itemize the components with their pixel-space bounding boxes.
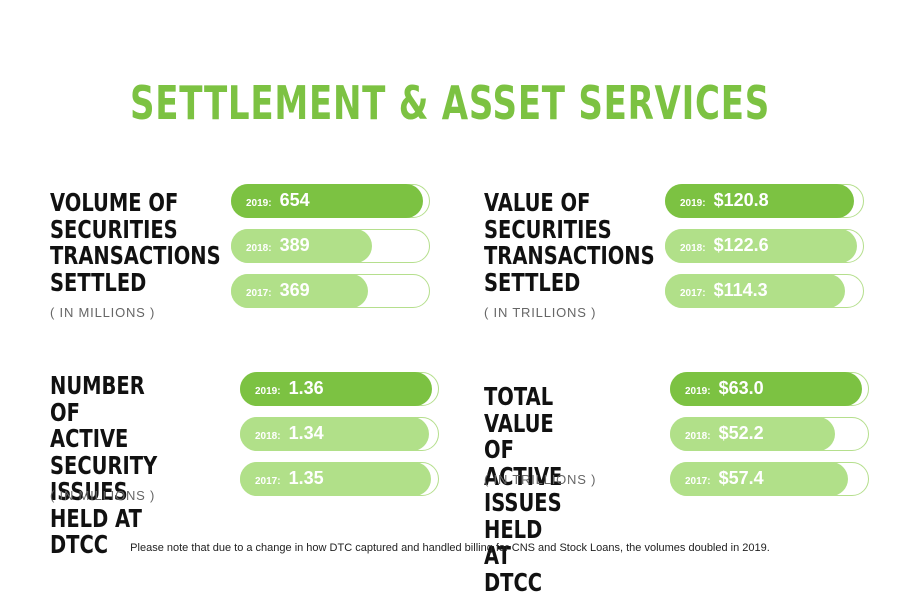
- bar-track: 2017: 1.35: [239, 461, 439, 496]
- bar-value: 1.34: [288, 423, 324, 443]
- panel-unit: ( IN TRILLIONS ): [484, 472, 597, 487]
- bar-label: 2018: 1.34: [255, 418, 324, 449]
- bar-label: 2018: $122.6: [680, 230, 769, 261]
- bar-track: 2018: $52.2: [669, 416, 869, 451]
- bar-2018: [664, 228, 857, 263]
- panel-unit: ( IN MILLIONS ): [50, 305, 156, 320]
- bar-label: 2019: $120.8: [680, 185, 769, 216]
- bar-2017: [664, 273, 845, 308]
- bar-2019: [239, 371, 432, 406]
- bar-track: 2017: 369: [230, 273, 430, 308]
- bar-value: 369: [279, 280, 310, 300]
- bar-track: 2018: 389: [230, 228, 430, 263]
- bar-value: 1.35: [288, 468, 324, 488]
- panel-unit: ( IN TRILLIONS ): [484, 305, 597, 320]
- bar-track: 2019: $120.8: [664, 183, 864, 218]
- bar-value: 1.36: [288, 378, 324, 398]
- bar-value: 654: [279, 190, 310, 210]
- bar-value: $114.3: [713, 280, 768, 300]
- bar-year: 2018:: [246, 243, 272, 254]
- bar-year: 2017:: [246, 288, 272, 299]
- bar-year: 2017:: [685, 476, 711, 487]
- bar-track: 2019: $63.0: [669, 371, 869, 406]
- bar-label: 2017: 369: [246, 275, 310, 306]
- bar-year: 2018:: [255, 431, 281, 442]
- bar-2018: [239, 416, 429, 451]
- footnote: Please note that due to a change in how …: [130, 542, 770, 554]
- bar-track: 2017: $57.4: [669, 461, 869, 496]
- bar-2019: [664, 183, 854, 218]
- bar-value: $52.2: [718, 423, 764, 443]
- bar-value: $120.8: [713, 190, 769, 210]
- bar-label: 2017: $114.3: [680, 275, 768, 306]
- bar-value: $63.0: [718, 378, 764, 398]
- panel-unit: ( IN MILLIONS ): [50, 488, 156, 503]
- bar-label: 2018: 389: [246, 230, 310, 261]
- bar-value: $57.4: [718, 468, 764, 488]
- bar-track: 2018: $122.6: [664, 228, 864, 263]
- bar-2017: [230, 273, 368, 308]
- panel-label: NUMBER OF ACTIVE SECURITY ISSUES HELD AT…: [50, 371, 158, 559]
- panel-label: TOTAL VALUE OF ACTIVE ISSUES HELD AT DTC…: [484, 382, 563, 597]
- bar-label: 2017: 1.35: [255, 463, 324, 494]
- bar-2017: [669, 461, 848, 496]
- panel-label: VOLUME OF SECURITIES TRANSACTIONS SETTLE…: [50, 188, 221, 297]
- bar-2018: [669, 416, 835, 451]
- bar-2019: [230, 183, 423, 218]
- bar-2018: [230, 228, 372, 263]
- bar-year: 2017:: [680, 288, 706, 299]
- bar-label: 2019: 654: [246, 185, 310, 216]
- bar-label: 2017: $57.4: [685, 463, 764, 494]
- bar-label: 2019: 1.36: [255, 373, 324, 404]
- bar-label: 2019: $63.0: [685, 373, 764, 404]
- bar-year: 2019:: [685, 386, 711, 397]
- bar-track: 2018: 1.34: [239, 416, 439, 451]
- bar-track: 2017: $114.3: [664, 273, 864, 308]
- bar-2019: [669, 371, 862, 406]
- panel-label: VALUE OF SECURITIES TRANSACTIONS SETTLED: [484, 188, 655, 297]
- bar-2017: [239, 461, 431, 496]
- bar-value: 389: [279, 235, 310, 255]
- bar-year: 2017:: [255, 476, 281, 487]
- bar-track: 2019: 654: [230, 183, 430, 218]
- bar-value: $122.6: [713, 235, 769, 255]
- page-title: SETTLEMENT & ASSET SERVICES: [129, 76, 771, 130]
- bar-year: 2019:: [246, 198, 272, 209]
- bar-year: 2018:: [680, 243, 706, 254]
- bar-label: 2018: $52.2: [685, 418, 764, 449]
- bar-year: 2018:: [685, 431, 711, 442]
- bar-year: 2019:: [680, 198, 706, 209]
- bar-track: 2019: 1.36: [239, 371, 439, 406]
- bar-year: 2019:: [255, 386, 281, 397]
